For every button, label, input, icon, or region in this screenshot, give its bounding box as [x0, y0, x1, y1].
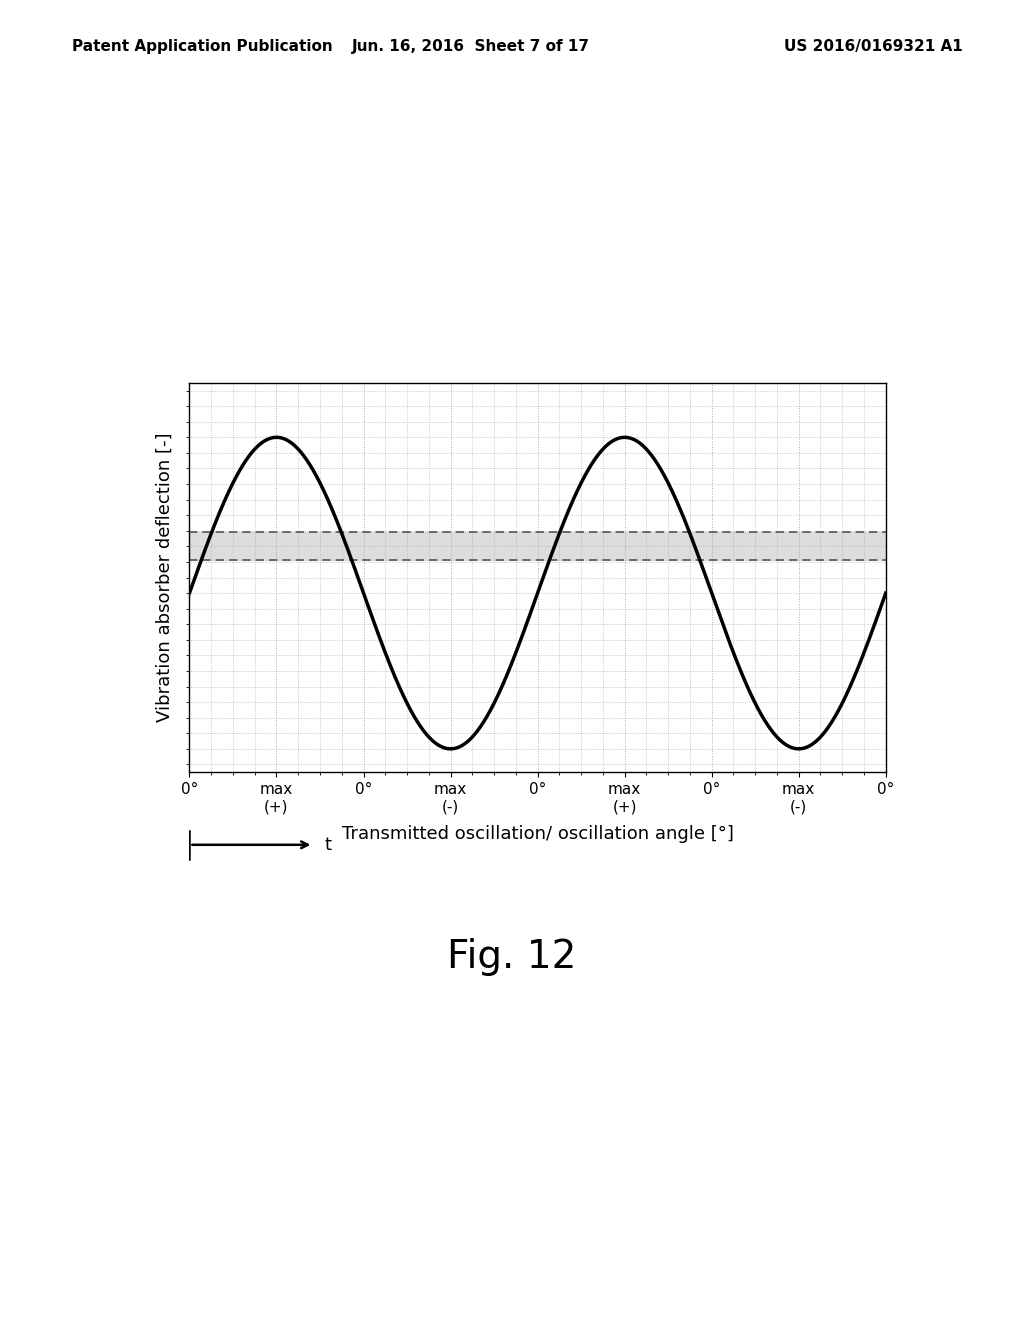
Y-axis label: Vibration absorber deflection [-]: Vibration absorber deflection [-]: [156, 433, 174, 722]
Text: Jun. 16, 2016  Sheet 7 of 17: Jun. 16, 2016 Sheet 7 of 17: [352, 40, 590, 54]
X-axis label: Transmitted oscillation/ oscillation angle [°]: Transmitted oscillation/ oscillation ang…: [342, 825, 733, 843]
Text: Fig. 12: Fig. 12: [447, 939, 577, 975]
Text: t: t: [325, 836, 332, 854]
Text: Patent Application Publication: Patent Application Publication: [72, 40, 333, 54]
Text: US 2016/0169321 A1: US 2016/0169321 A1: [783, 40, 963, 54]
Bar: [189, 532, 886, 561]
